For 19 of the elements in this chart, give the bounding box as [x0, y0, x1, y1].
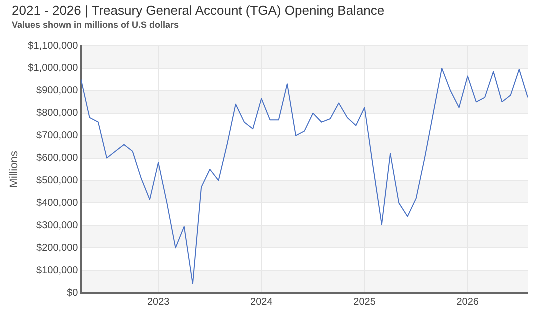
y-tick-label: $300,000 [36, 220, 79, 232]
y-tick-label: $100,000 [36, 265, 79, 276]
y-tick-label: $200,000 [36, 242, 79, 254]
y-tick-label: $800,000 [36, 108, 79, 120]
y-tick-label: $900,000 [36, 86, 79, 97]
chart-subtitle: Values shown in millions of U.S dollars [12, 20, 180, 30]
y-tick-label: $0 [67, 288, 79, 299]
y-tick-label: $600,000 [36, 153, 79, 164]
y-tick-label: $1,100,000 [28, 40, 79, 52]
x-tick-label: 2024 [250, 296, 274, 308]
y-tick-label: $500,000 [36, 175, 79, 186]
x-tick-label: 2023 [147, 296, 170, 308]
x-tick-label: 2025 [354, 296, 376, 308]
y-tick-label: $1,000,000 [28, 63, 79, 74]
y-tick-label: $700,000 [36, 130, 79, 142]
x-tick-label: 2026 [456, 296, 480, 308]
y-tick-label: $400,000 [36, 198, 79, 209]
chart-title: 2021 - 2026 | Treasury General Account (TGA) Opening Balance [12, 3, 385, 18]
y-axis-title: Millions [8, 150, 21, 188]
